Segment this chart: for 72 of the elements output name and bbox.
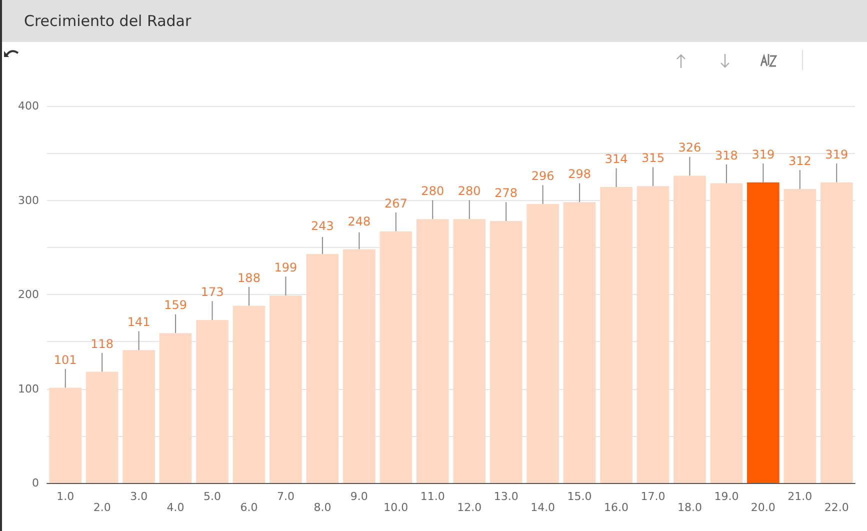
y-tick-label: 400 bbox=[18, 100, 39, 112]
data-label: 296 bbox=[531, 169, 554, 184]
data-label: 141 bbox=[127, 315, 150, 330]
data-label: 278 bbox=[494, 186, 518, 200]
data-label: 326 bbox=[678, 140, 702, 155]
data-label: 318 bbox=[715, 148, 738, 162]
bar bbox=[416, 219, 449, 483]
data-label: 243 bbox=[311, 218, 334, 233]
bar bbox=[490, 220, 522, 483]
bar bbox=[636, 186, 670, 483]
data-label: 314 bbox=[604, 152, 628, 166]
y-tick-label: 100 bbox=[18, 382, 39, 396]
data-label: 319 bbox=[752, 147, 775, 162]
data-label: 280 bbox=[458, 184, 481, 198]
data-label: 199 bbox=[274, 260, 298, 274]
bar bbox=[674, 176, 706, 483]
bar bbox=[49, 388, 82, 483]
bar bbox=[306, 254, 339, 483]
x-tick-label: 5.0 bbox=[204, 490, 222, 503]
bar bbox=[526, 204, 559, 483]
bar bbox=[232, 306, 266, 483]
bar bbox=[563, 202, 596, 483]
bar bbox=[784, 188, 816, 483]
x-tick-label: 8.0 bbox=[314, 501, 332, 514]
y-tick-label: 300 bbox=[18, 194, 39, 207]
data-label: 118 bbox=[90, 336, 114, 351]
bar bbox=[270, 295, 302, 483]
data-label: 315 bbox=[642, 151, 664, 166]
x-tick-label: 2.0 bbox=[93, 501, 111, 514]
data-label: 267 bbox=[384, 196, 408, 210]
data-label: 173 bbox=[200, 284, 224, 299]
x-tick-label: 14.0 bbox=[530, 501, 556, 514]
x-tick-label: 13.0 bbox=[494, 490, 518, 503]
bar bbox=[159, 333, 192, 483]
x-tick-label: 3.0 bbox=[130, 490, 148, 503]
bar bbox=[600, 187, 632, 483]
data-label: 280 bbox=[421, 184, 444, 198]
data-label: 159 bbox=[164, 298, 187, 312]
x-tick-label: 21.0 bbox=[788, 490, 812, 503]
bar bbox=[343, 249, 376, 483]
x-tick-label: 1.0 bbox=[56, 490, 74, 503]
data-label: 248 bbox=[348, 214, 371, 228]
x-tick-label: 16.0 bbox=[604, 501, 629, 514]
x-tick-label: 9.0 bbox=[350, 490, 368, 503]
x-tick-label: 7.0 bbox=[276, 490, 294, 503]
x-tick-label: 17.0 bbox=[640, 490, 666, 503]
x-tick-label: 19.0 bbox=[714, 490, 739, 503]
data-label: 312 bbox=[788, 154, 812, 168]
data-label: 188 bbox=[238, 270, 260, 285]
x-tick-label: 6.0 bbox=[240, 501, 258, 514]
x-tick-label: 10.0 bbox=[384, 501, 408, 514]
y-tick-label: 0 bbox=[32, 476, 39, 490]
data-label: 101 bbox=[54, 352, 77, 367]
bar bbox=[747, 182, 780, 483]
x-tick-label: 15.0 bbox=[567, 490, 592, 503]
x-tick-label: 18.0 bbox=[677, 501, 702, 514]
bar bbox=[453, 219, 486, 483]
y-tick-label: 200 bbox=[18, 288, 39, 301]
bar bbox=[710, 183, 743, 483]
x-tick-label: 12.0 bbox=[457, 501, 482, 514]
bar bbox=[820, 182, 853, 483]
x-tick-label: 11.0 bbox=[420, 490, 445, 503]
bar bbox=[196, 320, 228, 483]
bar bbox=[380, 231, 412, 483]
x-tick-label: 4.0 bbox=[166, 501, 184, 514]
x-tick-label: 20.0 bbox=[750, 501, 776, 514]
bar bbox=[86, 372, 118, 483]
chart-title: Crecimiento del Radar bbox=[2, 0, 867, 42]
bar bbox=[122, 350, 155, 483]
data-label: 319 bbox=[825, 147, 848, 162]
data-label: 298 bbox=[568, 167, 591, 182]
x-tick-label: 22.0 bbox=[824, 501, 849, 514]
